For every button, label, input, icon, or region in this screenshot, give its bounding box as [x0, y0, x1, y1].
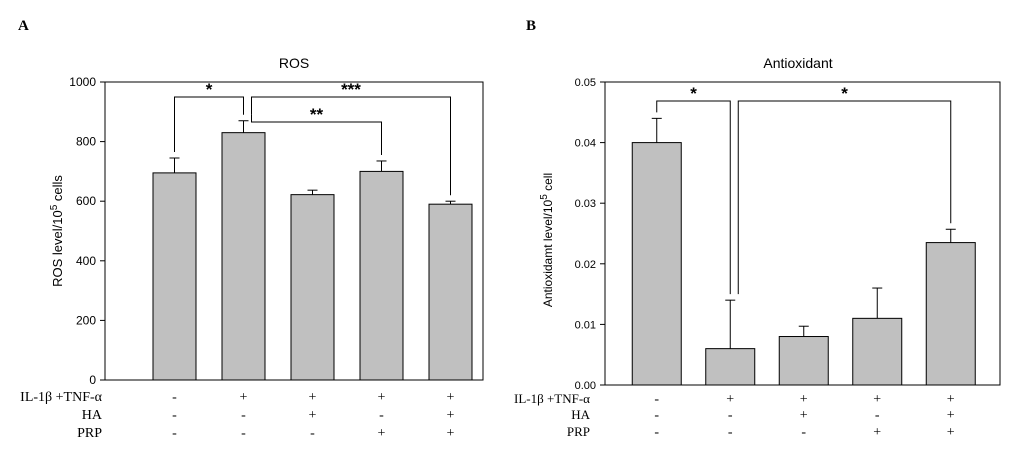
y-tick-label: 0.03 [575, 198, 596, 210]
condition-sign: - [654, 408, 659, 423]
y-tick-label: 0.02 [575, 259, 596, 271]
chart-panel-b: Antioxidant 0.00 0.01 0.02 0.03 0.04 0.05 Antio… [514, 55, 1001, 440]
condition-sign: - [241, 408, 246, 423]
condition-sign: - [172, 426, 177, 441]
bar [705, 348, 756, 386]
condition-sign: - [728, 408, 733, 423]
condition-sign: + [947, 392, 955, 407]
bar [631, 142, 682, 386]
bar [152, 172, 197, 381]
y-tick-label: 600 [76, 194, 96, 208]
condition-sign: + [873, 425, 881, 440]
condition-sign: - [728, 425, 733, 440]
significance-bracket [737, 100, 952, 295]
chart-panel-a: ROS 0 200 400 600 800 1000 ROS level/105 cells *… [20, 55, 484, 441]
y-tick-label: 800 [76, 135, 96, 149]
bar [290, 194, 335, 381]
condition-sign: + [447, 390, 455, 405]
condition-sign: + [447, 426, 455, 441]
panel-b-letter: B [526, 18, 536, 34]
y-tick-label: 0.00 [575, 380, 596, 392]
y-tick-label: 0.05 [575, 77, 596, 89]
condition-sign: + [800, 408, 808, 423]
chart-title: ROS [279, 55, 309, 71]
significance-bracket [656, 100, 731, 295]
condition-sign: - [801, 425, 806, 440]
condition-sign: + [378, 426, 386, 441]
condition-label: IL-1β +TNF-α [20, 390, 103, 405]
y-tick-label: 0.04 [575, 138, 596, 150]
y-axis-label-sup: 5 [49, 204, 60, 210]
condition-sign: - [310, 426, 315, 441]
condition-sign: + [947, 425, 955, 440]
condition-sign: + [947, 408, 955, 423]
y-axis-label-tail: cell [541, 173, 555, 194]
significance-label: * [206, 80, 213, 99]
y-tick-label: 400 [76, 254, 96, 268]
significance-label: ** [310, 105, 324, 124]
chart-title: Antioxidant [763, 55, 832, 71]
condition-sign: - [654, 392, 659, 407]
condition-sign: - [875, 408, 880, 423]
y-axis-label-main: ROS level/10 [50, 210, 65, 287]
significance-label: *** [341, 80, 361, 99]
y-tick-label: 0 [89, 373, 96, 387]
condition-sign: + [309, 408, 317, 423]
condition-label: HA [571, 407, 590, 422]
condition-sign: - [379, 408, 384, 423]
significance-bracket [251, 96, 451, 196]
y-tick-label: 1000 [69, 75, 96, 89]
condition-sign: + [378, 390, 386, 405]
bar [778, 336, 829, 386]
bar [852, 317, 903, 386]
y-axis-label-sup: 5 [539, 194, 550, 200]
condition-label: IL-1β +TNF-α [514, 391, 590, 406]
condition-label: HA [82, 408, 103, 423]
condition-sign: - [172, 390, 177, 405]
bar [221, 132, 266, 381]
condition-label: PRP [567, 424, 590, 439]
condition-sign: + [309, 390, 317, 405]
significance-label: * [841, 84, 848, 103]
y-tick-label: 0.01 [575, 319, 596, 331]
panel-a-letter: A [18, 18, 29, 34]
significance-label: * [690, 84, 697, 103]
y-axis-label: ROS level/105 cells [49, 175, 65, 287]
condition-sign: - [172, 408, 177, 423]
condition-sign: - [241, 426, 246, 441]
condition-sign: + [800, 392, 808, 407]
condition-label: PRP [77, 426, 102, 441]
significance-bracket [251, 114, 382, 155]
condition-sign: + [726, 392, 734, 407]
y-axis-label-main: Antioxidamt level/10 [541, 199, 555, 307]
condition-sign: - [654, 425, 659, 440]
y-tick-label: 200 [76, 313, 96, 327]
bar [359, 170, 404, 381]
y-axis-label: Antioxidamt level/105 cell [539, 173, 555, 307]
condition-sign: + [240, 390, 248, 405]
bar [428, 203, 473, 381]
condition-sign: + [873, 392, 881, 407]
significance-bracket [174, 96, 244, 152]
condition-sign: + [447, 408, 455, 423]
bar [925, 242, 976, 386]
y-axis-label-tail: cells [50, 175, 65, 205]
